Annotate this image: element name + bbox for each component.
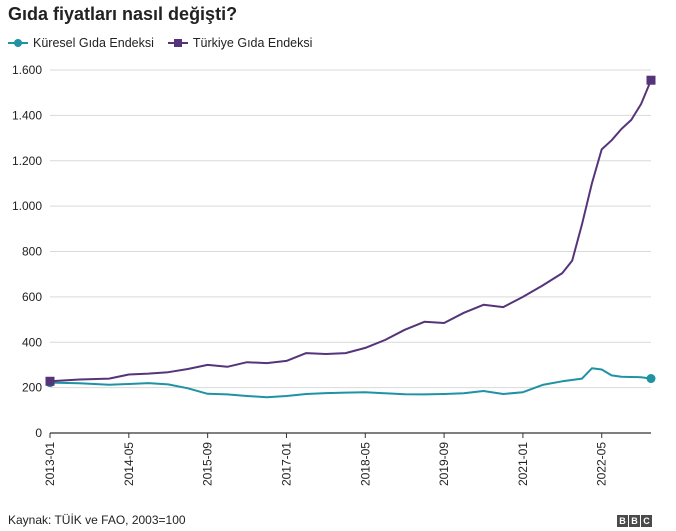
y-tick-label: 1.000	[12, 199, 42, 213]
legend-item-turkey: Türkiye Gıda Endeksi	[167, 36, 313, 50]
y-tick-label: 600	[22, 290, 42, 304]
y-tick-label: 200	[22, 381, 42, 395]
legend-label-global: Küresel Gıda Endeksi	[33, 36, 154, 50]
turkey-start-marker	[45, 376, 55, 386]
series-line-turkey	[49, 79, 652, 383]
y-tick-label: 400	[22, 335, 42, 349]
series-line-global	[49, 367, 652, 399]
x-tick-label: 2021-01	[516, 442, 530, 486]
x-tick-label: 2014-05	[122, 442, 136, 486]
y-tick-label: 1.200	[12, 154, 42, 168]
legend-circle-marker-icon	[8, 37, 28, 49]
x-tick-label: 2013-01	[43, 442, 57, 486]
y-tick-label: 0	[35, 426, 42, 440]
y-tick-label: 1.600	[12, 63, 42, 77]
source-note: Kaynak: TÜİK ve FAO, 2003=100	[8, 513, 186, 527]
x-tick-label: 2015-09	[201, 442, 215, 486]
y-tick-label: 1.400	[12, 108, 42, 122]
y-tick-label: 800	[22, 245, 42, 259]
global-end-marker	[646, 374, 656, 384]
x-tick-label: 2019-09	[437, 442, 451, 486]
legend-item-global: Küresel Gıda Endeksi	[8, 36, 154, 50]
x-tick-label: 2017-01	[279, 442, 293, 486]
x-tick-label: 2018-05	[358, 442, 372, 486]
legend-label-turkey: Türkiye Gıda Endeksi	[192, 36, 313, 50]
x-tick-label: 2022-05	[595, 442, 609, 486]
legend: Küresel Gıda Endeksi Türkiye Gıda Endeks…	[8, 36, 326, 50]
chart-title: Gıda fiyatları nasıl değişti?	[8, 4, 238, 24]
turkey-end-marker	[646, 75, 656, 85]
legend-square-marker-icon	[167, 37, 188, 49]
